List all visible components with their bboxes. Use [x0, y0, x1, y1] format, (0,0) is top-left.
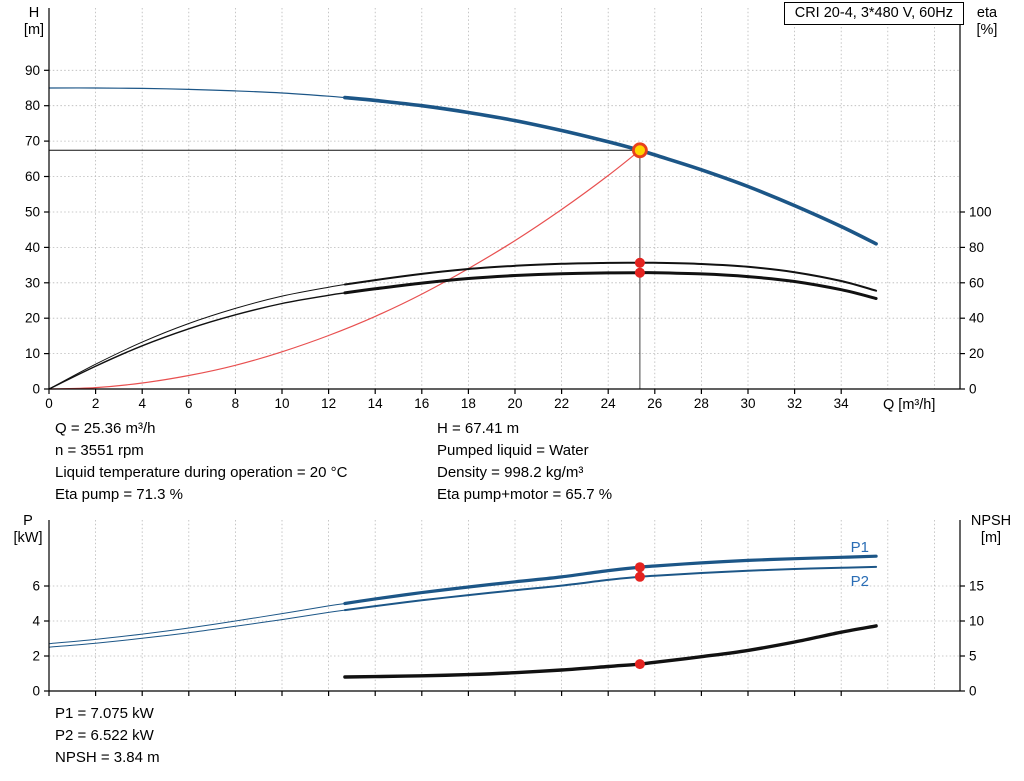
- x-tick-label: 8: [232, 396, 240, 411]
- x-tick-label: 28: [694, 396, 709, 411]
- x-tick-label: 24: [601, 396, 617, 411]
- power-annotations: P1 = 7.075 kW P2 = 6.522 kW NPSH = 3.84 …: [55, 703, 160, 769]
- eta-pump-point: [634, 257, 645, 268]
- annotation-density: Density = 998.2 kg/m³: [437, 464, 584, 481]
- duty-annotations-right: H = 67.41 m Pumped liquid = Water Densit…: [437, 418, 612, 506]
- y-right-tick-label: 100: [969, 205, 992, 220]
- annotation-eta-pump: Eta pump = 71.3 %: [55, 486, 183, 503]
- eta-pump-curve-low-flow: [48, 284, 346, 390]
- y-right-tick-label: 60: [969, 275, 984, 290]
- p1-label: P1: [851, 539, 869, 556]
- y-left-tick-label: 60: [25, 169, 40, 184]
- duty-annotations-left: Q = 25.36 m³/h n = 3551 rpm Liquid tempe…: [55, 418, 347, 506]
- eta-pump-motor-point: [634, 267, 645, 278]
- x-tick-label: 26: [647, 396, 662, 411]
- p2-curve-low-flow: [48, 609, 346, 648]
- y-left-tick-label: 4: [32, 614, 40, 629]
- y-left-tick-label: 0: [32, 684, 40, 699]
- x-tick-label: 16: [414, 396, 429, 411]
- annotation-flow: Q = 25.36 m³/h: [55, 420, 156, 437]
- annotation-npsh: NPSH = 3.84 m: [55, 749, 160, 766]
- p1-curve-low-flow: [48, 603, 346, 645]
- y-left-tick-label: 30: [25, 275, 40, 290]
- annotation-p2: P2 = 6.522 kW: [55, 727, 154, 744]
- x-tick-label: 6: [185, 396, 193, 411]
- x-tick-label: 30: [740, 396, 755, 411]
- p2-point: [634, 571, 645, 582]
- y-left-tick-label: 2: [32, 649, 40, 664]
- npsh-axis-label: NPSH [m]: [962, 513, 1020, 547]
- y-left-tick-label: 20: [25, 311, 40, 326]
- eta-axis-symbol: eta: [976, 5, 998, 21]
- y-left-tick-label: 50: [25, 205, 40, 220]
- y-left-tick-label: 6: [32, 579, 40, 594]
- pump-model-title: CRI 20-4, 3*480 V, 60Hz: [794, 5, 953, 21]
- eta-axis-unit: [%]: [976, 22, 998, 38]
- eta-pump-curve: [343, 261, 878, 292]
- annotation-p1: P1 = 7.075 kW: [55, 705, 154, 722]
- y-left-tick-label: 90: [25, 63, 40, 78]
- npsh-axis-unit: [m]: [980, 530, 1002, 546]
- x-tick-label: 20: [507, 396, 522, 411]
- y-right-tick-label: 40: [969, 311, 984, 326]
- annotation-head: H = 67.41 m: [437, 420, 520, 437]
- x-tick-label: 0: [45, 396, 53, 411]
- y-right-tick-label: 0: [969, 684, 977, 699]
- h-axis-label: H [m]: [14, 5, 54, 39]
- h-axis-unit: [m]: [23, 22, 45, 38]
- q-axis-label: Q [m³/h]: [883, 397, 936, 413]
- y-left-tick-label: 70: [25, 134, 40, 149]
- y-right-tick-label: 15: [969, 579, 984, 594]
- x-tick-label: 14: [368, 396, 384, 411]
- y-left-tick-label: 40: [25, 240, 40, 255]
- y-right-tick-label: 20: [969, 346, 984, 361]
- annotation-eta-pump-motor: Eta pump+motor = 65.7 %: [437, 486, 613, 503]
- p-axis-label: P [kW]: [8, 513, 48, 547]
- annotation-speed: n = 3551 rpm: [55, 442, 144, 459]
- p-axis-symbol: P: [23, 513, 33, 529]
- x-tick-label: 12: [321, 396, 336, 411]
- y-right-tick-label: 10: [969, 614, 984, 629]
- p2-label: P2: [851, 573, 869, 590]
- x-tick-label: 4: [138, 396, 146, 411]
- duty-point-marker: [632, 142, 648, 159]
- qh-curve-low-flow: [48, 87, 346, 99]
- x-tick-label: 10: [274, 396, 289, 411]
- eta-pump-motor-curve-low-flow: [48, 292, 346, 390]
- y-right-tick-label: 5: [969, 649, 977, 664]
- y-right-tick-label: 0: [969, 382, 977, 397]
- npsh-point: [634, 659, 645, 670]
- qh-curve: [343, 95, 878, 246]
- npsh-curve: [343, 624, 878, 679]
- p1-point: [634, 562, 645, 573]
- system-curve: [48, 149, 641, 390]
- qh-eta-chart: 0 2 4 6 8 10 12 14 16 18 20 22 24 26 28 30 32 34010203040…: [25, 8, 992, 411]
- annotation-liquid-temperature: Liquid temperature during operation = 20…: [55, 464, 348, 481]
- x-tick-label: 18: [461, 396, 476, 411]
- y-left-tick-label: 80: [25, 98, 40, 113]
- y-left-tick-label: 0: [32, 382, 40, 397]
- annotation-pumped-liquid: Pumped liquid = Water: [437, 442, 589, 459]
- p-axis-unit: [kW]: [13, 530, 43, 546]
- x-tick-label: 32: [787, 396, 802, 411]
- y-right-tick-label: 80: [969, 240, 984, 255]
- x-tick-label: 2: [92, 396, 100, 411]
- x-tick-label: 22: [554, 396, 569, 411]
- eta-pump-motor-curve: [343, 271, 878, 300]
- x-tick-label: 34: [834, 396, 850, 411]
- pump-model-title-box: CRI 20-4, 3*480 V, 60Hz: [783, 2, 964, 25]
- power-npsh-chart: 0 2 4 6 0 5 10 15 P1 P2: [32, 520, 984, 699]
- p1-curve: [343, 554, 878, 606]
- npsh-axis-symbol: NPSH: [970, 513, 1012, 529]
- h-axis-symbol: H: [28, 5, 40, 21]
- eta-axis-label: eta [%]: [963, 5, 1011, 39]
- p2-curve: [343, 565, 878, 612]
- y-left-tick-label: 10: [25, 346, 40, 361]
